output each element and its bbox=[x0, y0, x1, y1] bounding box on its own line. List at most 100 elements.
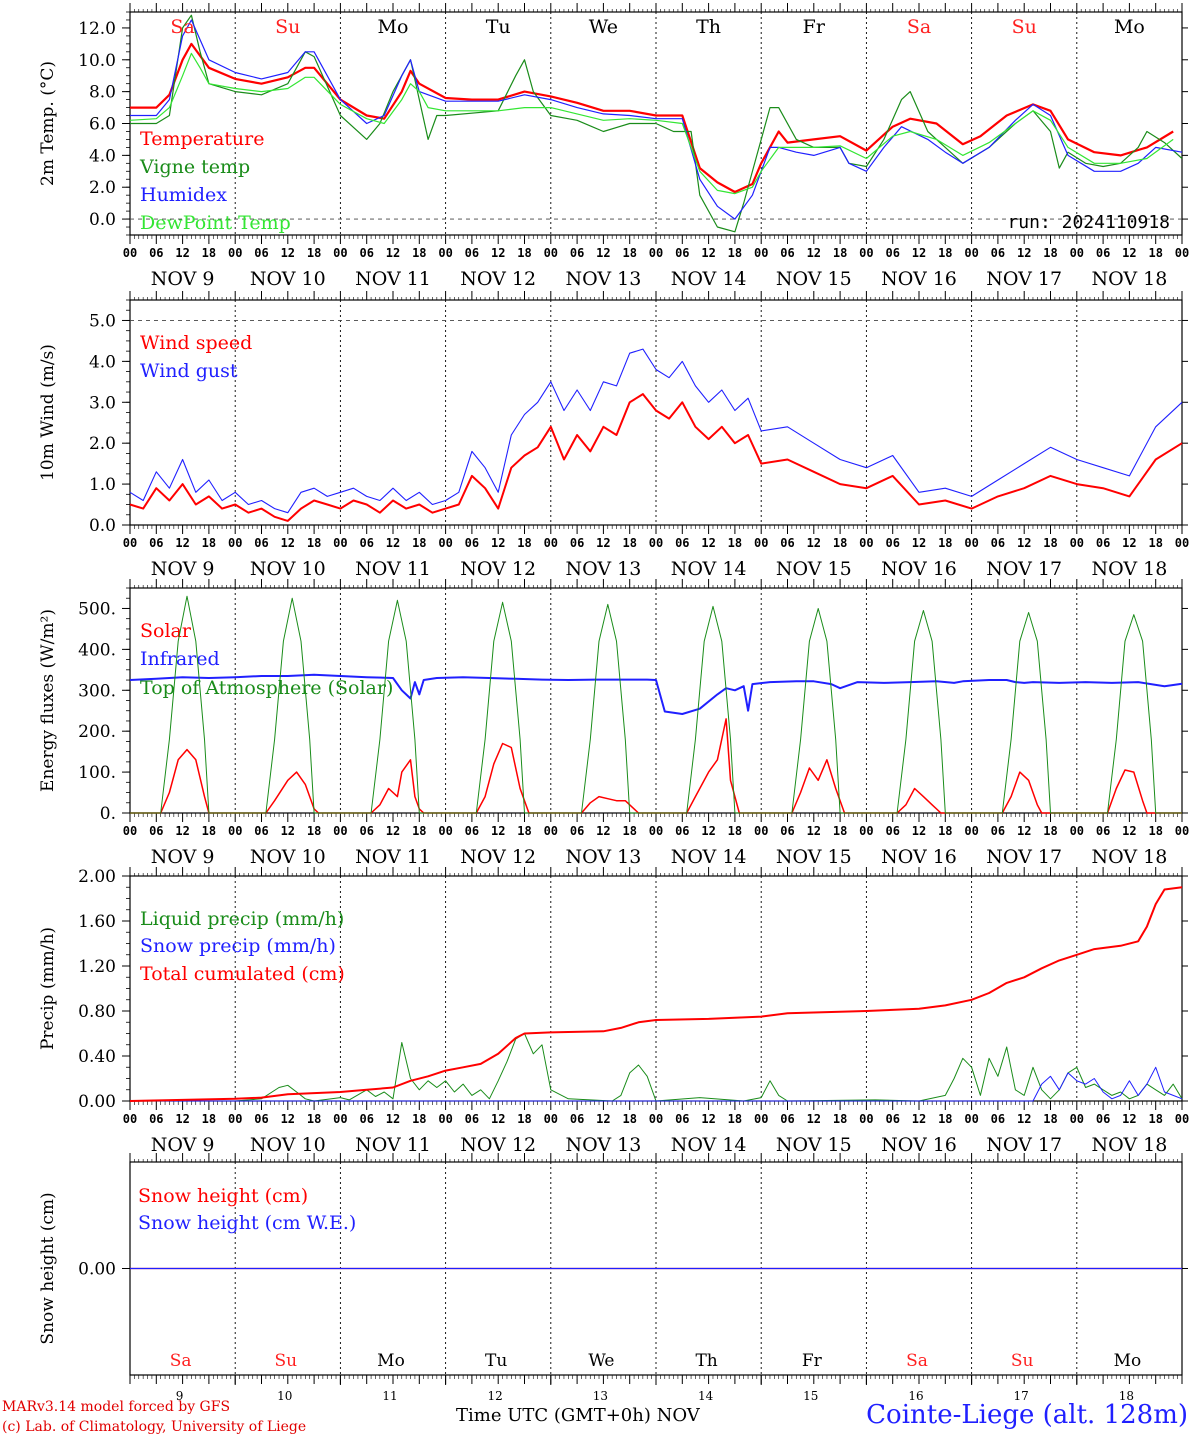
x-tick-label: 00 bbox=[754, 824, 768, 838]
x-tick-label: 18 bbox=[833, 246, 847, 260]
x-tick-label: 00 bbox=[333, 1112, 347, 1126]
x-tick-label: 18 bbox=[938, 824, 952, 838]
x-tick-label: 18 bbox=[622, 824, 636, 838]
series-line-0-2 bbox=[130, 19, 1183, 220]
date-label: NOV 11 bbox=[355, 1134, 431, 1156]
y-tick-label: 200. bbox=[78, 722, 116, 742]
x-tick-label: 12 bbox=[596, 536, 610, 550]
x-tick-label: 12 bbox=[281, 246, 295, 260]
x-tick-label: 06 bbox=[991, 246, 1005, 260]
date-label: NOV 13 bbox=[565, 846, 641, 868]
x-axis-title: Time UTC (GMT+0h) NOV bbox=[456, 1405, 700, 1426]
x-tick-label: 12 bbox=[807, 824, 821, 838]
y-tick-label: 2.00 bbox=[78, 867, 116, 887]
legend-entry: DewPoint Temp bbox=[140, 212, 291, 234]
weekday-label: Mo bbox=[1114, 1351, 1142, 1371]
x-tick-label: 06 bbox=[149, 1112, 163, 1126]
x-tick-label: 18 bbox=[728, 824, 742, 838]
legend-entry: Solar bbox=[140, 620, 192, 642]
y-tick-label: 0.0 bbox=[89, 210, 116, 230]
day-number: 13 bbox=[593, 1389, 608, 1403]
x-tick-label: 18 bbox=[307, 1112, 321, 1126]
y-tick-label: 0.80 bbox=[78, 1002, 116, 1022]
series-line-2-0 bbox=[130, 718, 1182, 814]
x-tick-label: 06 bbox=[885, 824, 899, 838]
legend-entry: Wind speed bbox=[140, 332, 252, 354]
x-tick-label: 00 bbox=[1070, 1112, 1084, 1126]
y-tick-label: 0. bbox=[100, 804, 116, 824]
date-label: NOV 16 bbox=[881, 268, 957, 290]
weekday-label: Fr bbox=[802, 1351, 823, 1371]
x-tick-label: 18 bbox=[1148, 1112, 1162, 1126]
x-tick-label: 18 bbox=[622, 246, 636, 260]
x-tick-label: 06 bbox=[570, 824, 584, 838]
x-tick-label: 12 bbox=[175, 1112, 189, 1126]
legend-entry: Snow height (cm) bbox=[138, 1185, 308, 1207]
date-label: NOV 11 bbox=[355, 268, 431, 290]
y-tick-label: 1.20 bbox=[78, 957, 116, 977]
x-tick-label: 06 bbox=[675, 536, 689, 550]
x-tick-label: 00 bbox=[964, 246, 978, 260]
x-tick-label: 12 bbox=[807, 536, 821, 550]
x-tick-label: 12 bbox=[491, 536, 505, 550]
x-tick-label: 06 bbox=[885, 1112, 899, 1126]
lab-credit: (c) Lab. of Climatology, University of L… bbox=[2, 1419, 307, 1435]
x-tick-label: 06 bbox=[570, 246, 584, 260]
y-tick-label: 1.60 bbox=[78, 912, 116, 932]
x-tick-label: 12 bbox=[912, 1112, 926, 1126]
x-tick-label: 00 bbox=[333, 246, 347, 260]
x-tick-label: 00 bbox=[859, 1112, 873, 1126]
x-tick-label: 18 bbox=[307, 246, 321, 260]
weekday-label: Sa bbox=[170, 1351, 192, 1371]
x-tick-label: 18 bbox=[517, 824, 531, 838]
weekday-label: Tu bbox=[486, 16, 511, 38]
date-label: NOV 16 bbox=[881, 1134, 957, 1156]
x-tick-label: 06 bbox=[359, 536, 373, 550]
y-tick-label: 0.00 bbox=[78, 1092, 116, 1112]
x-tick-label: 18 bbox=[202, 246, 216, 260]
x-tick-label: 18 bbox=[307, 536, 321, 550]
x-tick-label: 12 bbox=[807, 246, 821, 260]
x-tick-label: 00 bbox=[123, 246, 137, 260]
y-axis-label: Energy fluxes (W/m²) bbox=[38, 609, 58, 792]
y-tick-label: 8.0 bbox=[89, 83, 116, 103]
date-label: NOV 17 bbox=[986, 268, 1062, 290]
x-tick-label: 18 bbox=[202, 536, 216, 550]
legend-entry: Temperature bbox=[140, 128, 264, 150]
x-tick-label: 18 bbox=[202, 824, 216, 838]
date-label: NOV 12 bbox=[460, 558, 536, 580]
x-tick-label: 06 bbox=[675, 246, 689, 260]
x-tick-label: 06 bbox=[465, 536, 479, 550]
x-tick-label: 06 bbox=[1096, 246, 1110, 260]
x-tick-label: 06 bbox=[465, 824, 479, 838]
x-tick-label: 00 bbox=[123, 824, 137, 838]
x-tick-label: 12 bbox=[281, 536, 295, 550]
x-tick-label: 06 bbox=[465, 246, 479, 260]
x-tick-label: 06 bbox=[149, 536, 163, 550]
x-tick-label: 12 bbox=[1017, 1112, 1031, 1126]
y-tick-label: 100. bbox=[78, 763, 116, 783]
weekday-label: We bbox=[589, 16, 618, 38]
series-line-2-2 bbox=[130, 595, 1182, 814]
weekday-label: Mo bbox=[378, 16, 409, 38]
x-tick-label: 06 bbox=[254, 246, 268, 260]
x-tick-label: 06 bbox=[254, 1112, 268, 1126]
x-tick-label: 00 bbox=[649, 246, 663, 260]
x-tick-label: 00 bbox=[859, 536, 873, 550]
day-number: 16 bbox=[908, 1389, 923, 1403]
x-tick-label: 12 bbox=[386, 536, 400, 550]
day-number: 17 bbox=[1014, 1389, 1029, 1403]
x-tick-label: 12 bbox=[175, 536, 189, 550]
weekday-label: Fr bbox=[803, 16, 826, 38]
y-axis-label: 10m Wind (m/s) bbox=[38, 344, 58, 481]
date-label: NOV 13 bbox=[565, 1134, 641, 1156]
x-tick-label: 18 bbox=[1148, 246, 1162, 260]
model-credit: MARv3.14 model forced by GFS bbox=[2, 1399, 231, 1415]
series-line-3-0 bbox=[130, 1033, 1183, 1102]
x-tick-label: 00 bbox=[438, 824, 452, 838]
x-tick-label: 00 bbox=[544, 1112, 558, 1126]
x-tick-label: 00 bbox=[228, 1112, 242, 1126]
series-line-2-1 bbox=[129, 673, 1183, 715]
date-label: NOV 15 bbox=[776, 268, 852, 290]
